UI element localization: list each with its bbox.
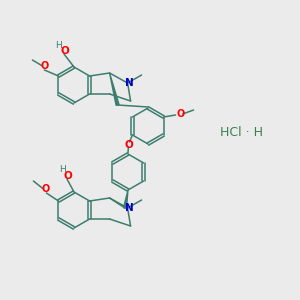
Polygon shape	[110, 73, 119, 105]
Text: O: O	[64, 171, 72, 181]
Text: O: O	[176, 109, 185, 119]
Text: N: N	[125, 78, 134, 88]
Text: O: O	[40, 61, 49, 71]
Text: N: N	[125, 203, 134, 213]
Text: O: O	[41, 184, 50, 194]
Text: H: H	[56, 40, 62, 50]
Text: O: O	[61, 46, 69, 56]
Text: H: H	[58, 166, 65, 175]
Text: HCl · H: HCl · H	[220, 125, 263, 139]
Text: O: O	[124, 140, 133, 150]
Polygon shape	[124, 190, 128, 208]
